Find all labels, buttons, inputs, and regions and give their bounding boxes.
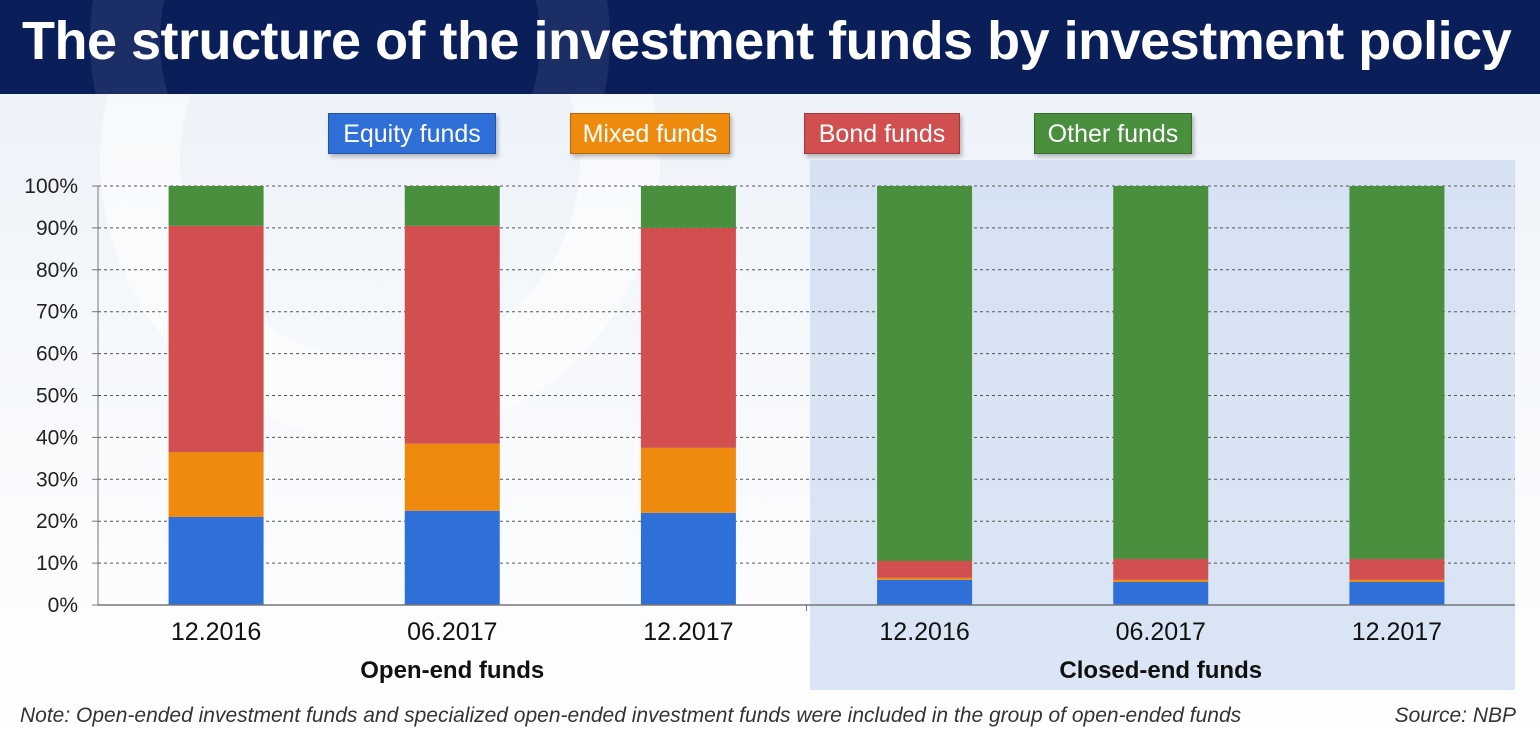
bar-segment-equity bbox=[1113, 581, 1209, 605]
bar-segment-equity bbox=[404, 510, 500, 605]
page-title: The structure of the investment funds by… bbox=[22, 11, 1512, 71]
group-label-open-end: Open-end funds bbox=[360, 657, 544, 684]
bar-segment-mixed bbox=[168, 452, 264, 518]
y-tick-label: 50% bbox=[36, 385, 78, 408]
x-tick-label: 12.2016 bbox=[171, 618, 261, 646]
y-tick-label: 100% bbox=[24, 175, 78, 198]
bar-segment-bond bbox=[1349, 558, 1445, 580]
bar-segment-other bbox=[168, 186, 264, 226]
bar-segment-equity bbox=[1349, 581, 1445, 605]
legend-label-bond: Bond funds bbox=[818, 120, 946, 148]
y-tick-label: 60% bbox=[36, 343, 78, 366]
bar-segment-mixed bbox=[1349, 579, 1445, 582]
bar-segment-bond bbox=[640, 227, 736, 448]
bar-segment-other bbox=[1349, 186, 1445, 559]
bar-segment-equity bbox=[877, 579, 973, 605]
legend-other-funds: Other funds bbox=[1034, 113, 1192, 154]
bar-segment-other bbox=[1113, 186, 1209, 559]
bar-segment-mixed bbox=[404, 443, 500, 511]
legend-equity-funds: Equity funds bbox=[328, 113, 496, 154]
bar-segment-bond bbox=[168, 225, 264, 453]
legend-bond-funds: Bond funds bbox=[804, 113, 960, 154]
y-tick-label: 40% bbox=[36, 426, 78, 449]
bar-segment-mixed bbox=[640, 447, 736, 513]
bar-segment-other bbox=[877, 186, 973, 562]
x-tick-label: 12.2017 bbox=[1352, 618, 1442, 646]
bar-segment-equity bbox=[640, 512, 736, 605]
bar-segment-other bbox=[640, 186, 736, 228]
legend-mixed-funds: Mixed funds bbox=[570, 113, 730, 154]
footer-note: Note: Open-ended investment funds and sp… bbox=[20, 704, 1242, 727]
bar-segment-bond bbox=[404, 225, 500, 444]
chart-bars bbox=[168, 186, 1445, 605]
group-labels: Open-end funds Closed-end funds bbox=[360, 657, 1262, 684]
legend-label-mixed: Mixed funds bbox=[582, 120, 718, 148]
y-tick-label: 10% bbox=[36, 552, 78, 575]
y-tick-label: 0% bbox=[48, 594, 78, 617]
banner-decoration bbox=[90, 0, 610, 94]
x-axis-tick-labels: 12.2016 06.2017 12.2017 12.2016 06.2017 12.20… bbox=[171, 618, 1442, 646]
bar-segment-equity bbox=[168, 517, 264, 605]
bar-segment-mixed bbox=[877, 577, 973, 580]
bar-segment-bond bbox=[877, 561, 973, 578]
legend-label-equity: Equity funds bbox=[343, 120, 481, 148]
y-tick-label: 20% bbox=[36, 510, 78, 533]
group-label-closed-end: Closed-end funds bbox=[1059, 657, 1262, 684]
chart-legend: Equity funds Mixed funds Bond funds Othe… bbox=[0, 113, 1540, 155]
bar-segment-mixed bbox=[1113, 579, 1209, 582]
x-tick-label: 06.2017 bbox=[407, 618, 497, 646]
y-tick-label: 30% bbox=[36, 468, 78, 491]
x-tick-label: 12.2016 bbox=[879, 618, 969, 646]
x-tick-label: 06.2017 bbox=[1116, 618, 1206, 646]
y-axis-tick-labels: 0% 10% 20% 30% 40% 50% 60% 70% 80% 90% 100% bbox=[24, 175, 78, 617]
title-banner: The structure of the investment funds by… bbox=[0, 0, 1540, 94]
footer-source: Source: NBP bbox=[1394, 704, 1516, 727]
chart-axes bbox=[97, 186, 1515, 611]
y-tick-label: 90% bbox=[36, 217, 78, 240]
x-tick-label: 12.2017 bbox=[643, 618, 733, 646]
chart-gridlines bbox=[92, 185, 1515, 606]
bar-segment-bond bbox=[1113, 558, 1209, 580]
bar-segment-other bbox=[404, 186, 500, 226]
legend-label-other: Other funds bbox=[1047, 120, 1179, 148]
y-tick-label: 80% bbox=[36, 259, 78, 282]
y-tick-label: 70% bbox=[36, 301, 78, 324]
